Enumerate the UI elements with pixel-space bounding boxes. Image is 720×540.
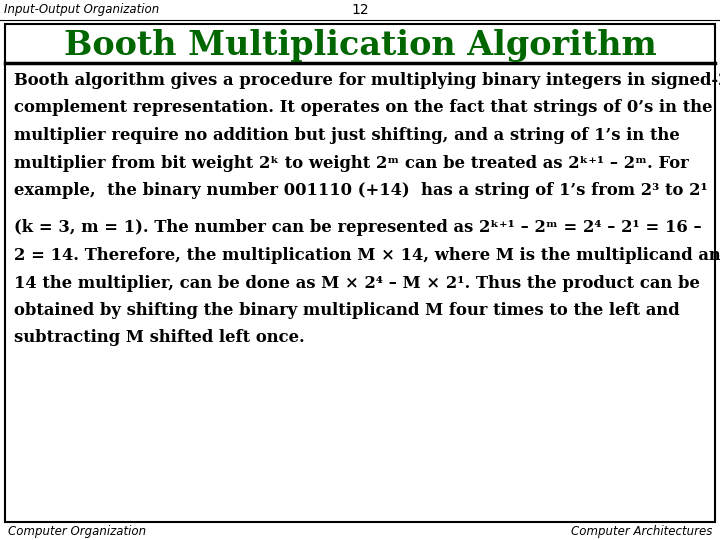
Text: Booth Multiplication Algorithm: Booth Multiplication Algorithm [63,29,657,62]
Text: subtracting M shifted left once.: subtracting M shifted left once. [14,329,305,347]
Text: obtained by shifting the binary multiplicand M four times to the left and: obtained by shifting the binary multipli… [14,302,680,319]
Text: example,  the binary number 001110 (+14)  has a string of 1’s from 2³ to 2¹: example, the binary number 001110 (+14) … [14,182,708,199]
Text: multiplier from bit weight 2ᵏ to weight 2ᵐ can be treated as 2ᵏ⁺¹ – 2ᵐ. For: multiplier from bit weight 2ᵏ to weight … [14,154,689,172]
Text: Booth algorithm gives a procedure for multiplying binary integers in signed-2’s: Booth algorithm gives a procedure for mu… [14,72,720,89]
Text: 12: 12 [351,3,369,17]
Text: 2 = 14. Therefore, the multiplication M × 14, where M is the multiplicand and: 2 = 14. Therefore, the multiplication M … [14,247,720,264]
Text: Computer Organization: Computer Organization [8,525,146,538]
Text: Computer Architectures: Computer Architectures [571,525,712,538]
Text: multiplier require no addition but just shifting, and a string of 1’s in the: multiplier require no addition but just … [14,127,680,144]
Text: (k = 3, m = 1). The number can be represented as 2ᵏ⁺¹ – 2ᵐ = 2⁴ – 2¹ = 16 –: (k = 3, m = 1). The number can be repres… [14,219,701,237]
Text: 14 the multiplier, can be done as M × 2⁴ – M × 2¹. Thus the product can be: 14 the multiplier, can be done as M × 2⁴… [14,274,700,292]
Text: Input-Output Organization: Input-Output Organization [4,3,159,17]
Text: complement representation. It operates on the fact that strings of 0’s in the: complement representation. It operates o… [14,99,713,117]
